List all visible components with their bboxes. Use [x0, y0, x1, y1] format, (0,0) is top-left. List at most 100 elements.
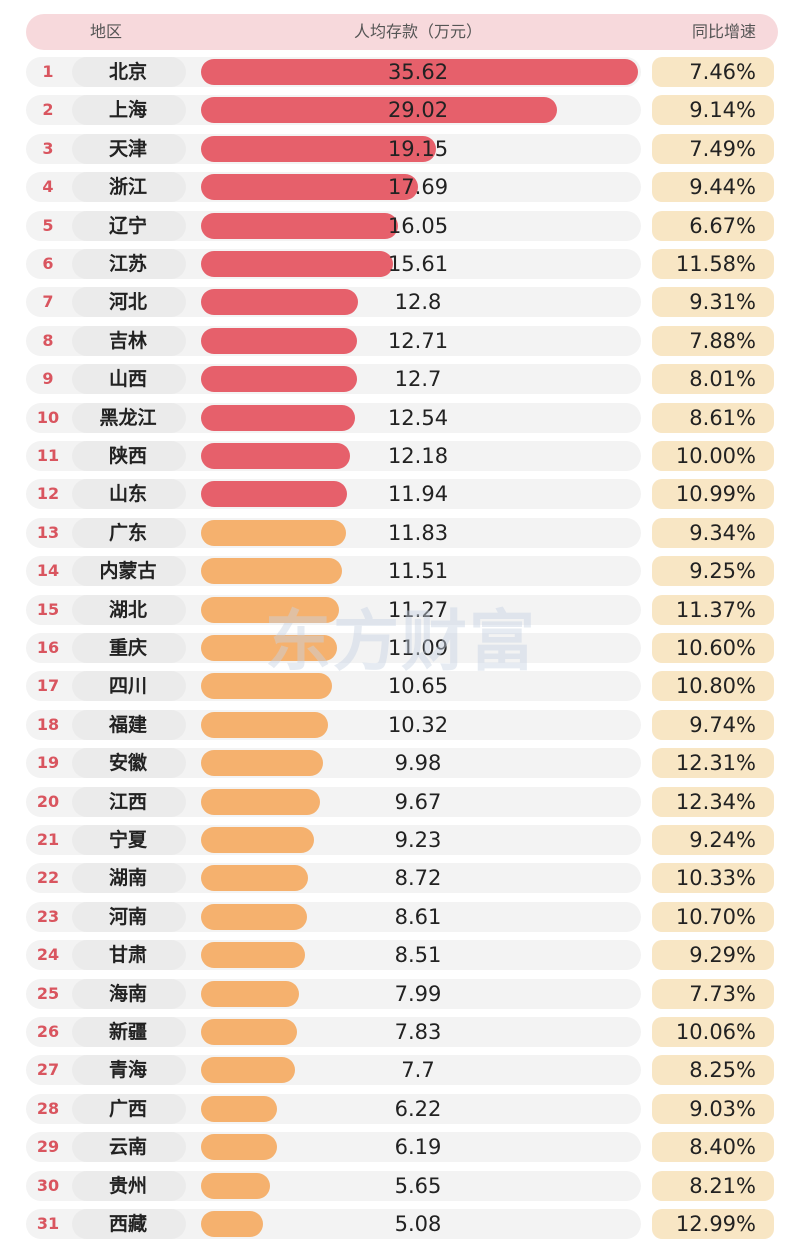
region-label: 云南 [108, 1136, 147, 1159]
deposit-value-label: 12.7 [394, 367, 442, 392]
deposit-value-label: 15.61 [387, 252, 449, 276]
rank-label: 5 [42, 215, 54, 235]
deposit-value-label: 12.18 [387, 444, 449, 468]
growth-rate-label: 9.44% [689, 175, 756, 200]
region-label: 山西 [108, 368, 147, 391]
deposit-bar [201, 942, 306, 969]
growth-pill [652, 325, 774, 356]
region-label: 陕西 [108, 445, 147, 467]
deposit-value-label: 12.71 [387, 328, 449, 353]
growth-pill [652, 287, 774, 318]
region-pill [72, 210, 186, 241]
rank-label: 18 [36, 714, 60, 734]
growth-rate-label: 7.46% [689, 60, 756, 84]
growth-pill [652, 441, 774, 471]
region-label: 吉林 [108, 329, 147, 352]
region-label: 新疆 [108, 1021, 147, 1043]
rank-label: 25 [36, 983, 60, 1003]
deposit-value-label: 17.69 [387, 175, 449, 200]
deposit-value-label: 7.99 [394, 981, 442, 1006]
deposit-bar [201, 750, 324, 777]
region-pill [72, 671, 186, 702]
deposit-value-label: 19.15 [387, 136, 449, 161]
deposit-value-label: 9.98 [394, 751, 442, 776]
deposit-value-label: 29.02 [387, 98, 449, 123]
region-label: 广东 [108, 521, 147, 544]
region-pill [72, 940, 186, 971]
rank-label: 14 [36, 561, 60, 581]
rank-label: 17 [36, 676, 60, 696]
deposit-bar [201, 366, 357, 393]
rank-label: 24 [36, 945, 60, 965]
deposit-bar [201, 980, 300, 1007]
rank-label: 16 [36, 638, 60, 657]
growth-pill [652, 1093, 774, 1124]
growth-rate-label: 12.99% [675, 1212, 756, 1236]
growth-rate-label: 9.29% [689, 943, 756, 968]
region-label: 上海 [108, 99, 147, 122]
deposit-bar [201, 711, 328, 738]
rank-label: 19 [36, 753, 60, 773]
growth-rate-label: 8.40% [689, 1135, 756, 1160]
growth-pill [652, 1132, 774, 1163]
rank-label: 12 [36, 484, 60, 504]
region-label: 贵州 [108, 1174, 147, 1197]
growth-rate-label: 8.61% [689, 405, 756, 430]
rank-label: 7 [42, 292, 54, 312]
growth-rate-label: 11.37% [675, 597, 756, 622]
growth-rate-label: 10.33% [675, 866, 756, 891]
region-label: 甘肃 [108, 944, 147, 967]
growth-pill [652, 1055, 774, 1086]
region-pill [72, 517, 186, 548]
rank-label: 29 [36, 1137, 60, 1157]
region-pill [72, 287, 186, 318]
region-label: 四川 [108, 675, 147, 698]
deposit-bar [201, 519, 347, 546]
deposit-bar [201, 174, 419, 201]
rank-label: 31 [36, 1214, 60, 1233]
region-pill [72, 786, 186, 817]
region-pill [72, 364, 186, 395]
deposit-bar [201, 635, 338, 661]
growth-pill [652, 249, 774, 279]
growth-pill [652, 863, 774, 894]
region-label: 浙江 [108, 176, 147, 199]
deposit-value-label: 11.27 [387, 597, 449, 622]
growth-pill [652, 594, 774, 625]
rank-label: 4 [42, 177, 54, 197]
region-label: 黑龙江 [99, 406, 157, 429]
growth-pill [652, 402, 774, 433]
deposit-bar [201, 1095, 278, 1122]
region-pill [72, 556, 186, 587]
growth-rate-label: 8.21% [689, 1173, 756, 1198]
rank-label: 15 [36, 599, 60, 619]
deposit-value-label: 8.61 [394, 904, 442, 929]
deposit-bar [201, 1134, 277, 1161]
region-label: 河北 [108, 291, 147, 314]
region-pill [72, 901, 186, 932]
rank-label: 26 [36, 1022, 60, 1041]
growth-rate-label: 9.74% [689, 712, 756, 737]
region-label: 安徽 [108, 752, 147, 775]
region-label: 广西 [108, 1097, 147, 1120]
deposit-bar [201, 1172, 271, 1199]
region-pill [72, 479, 186, 510]
deposit-value-label: 9.23 [394, 828, 442, 852]
region-pill [72, 825, 186, 855]
growth-rate-label: 9.03% [689, 1096, 756, 1121]
region-label: 河南 [108, 905, 147, 928]
rank-label: 3 [42, 138, 54, 158]
deposit-bar [201, 827, 315, 853]
deposit-value-label: 7.83 [394, 1020, 442, 1044]
deposit-value-label: 11.94 [387, 482, 449, 507]
growth-pill [652, 633, 774, 663]
growth-pill [652, 709, 774, 740]
deposit-bar [201, 596, 340, 623]
growth-pill [652, 1170, 774, 1201]
region-pill [72, 633, 186, 663]
header-bar [26, 14, 778, 50]
growth-rate-label: 7.73% [689, 981, 756, 1006]
deposit-bar [201, 903, 307, 930]
region-label: 辽宁 [108, 214, 147, 237]
growth-rate-label: 8.25% [689, 1058, 756, 1083]
